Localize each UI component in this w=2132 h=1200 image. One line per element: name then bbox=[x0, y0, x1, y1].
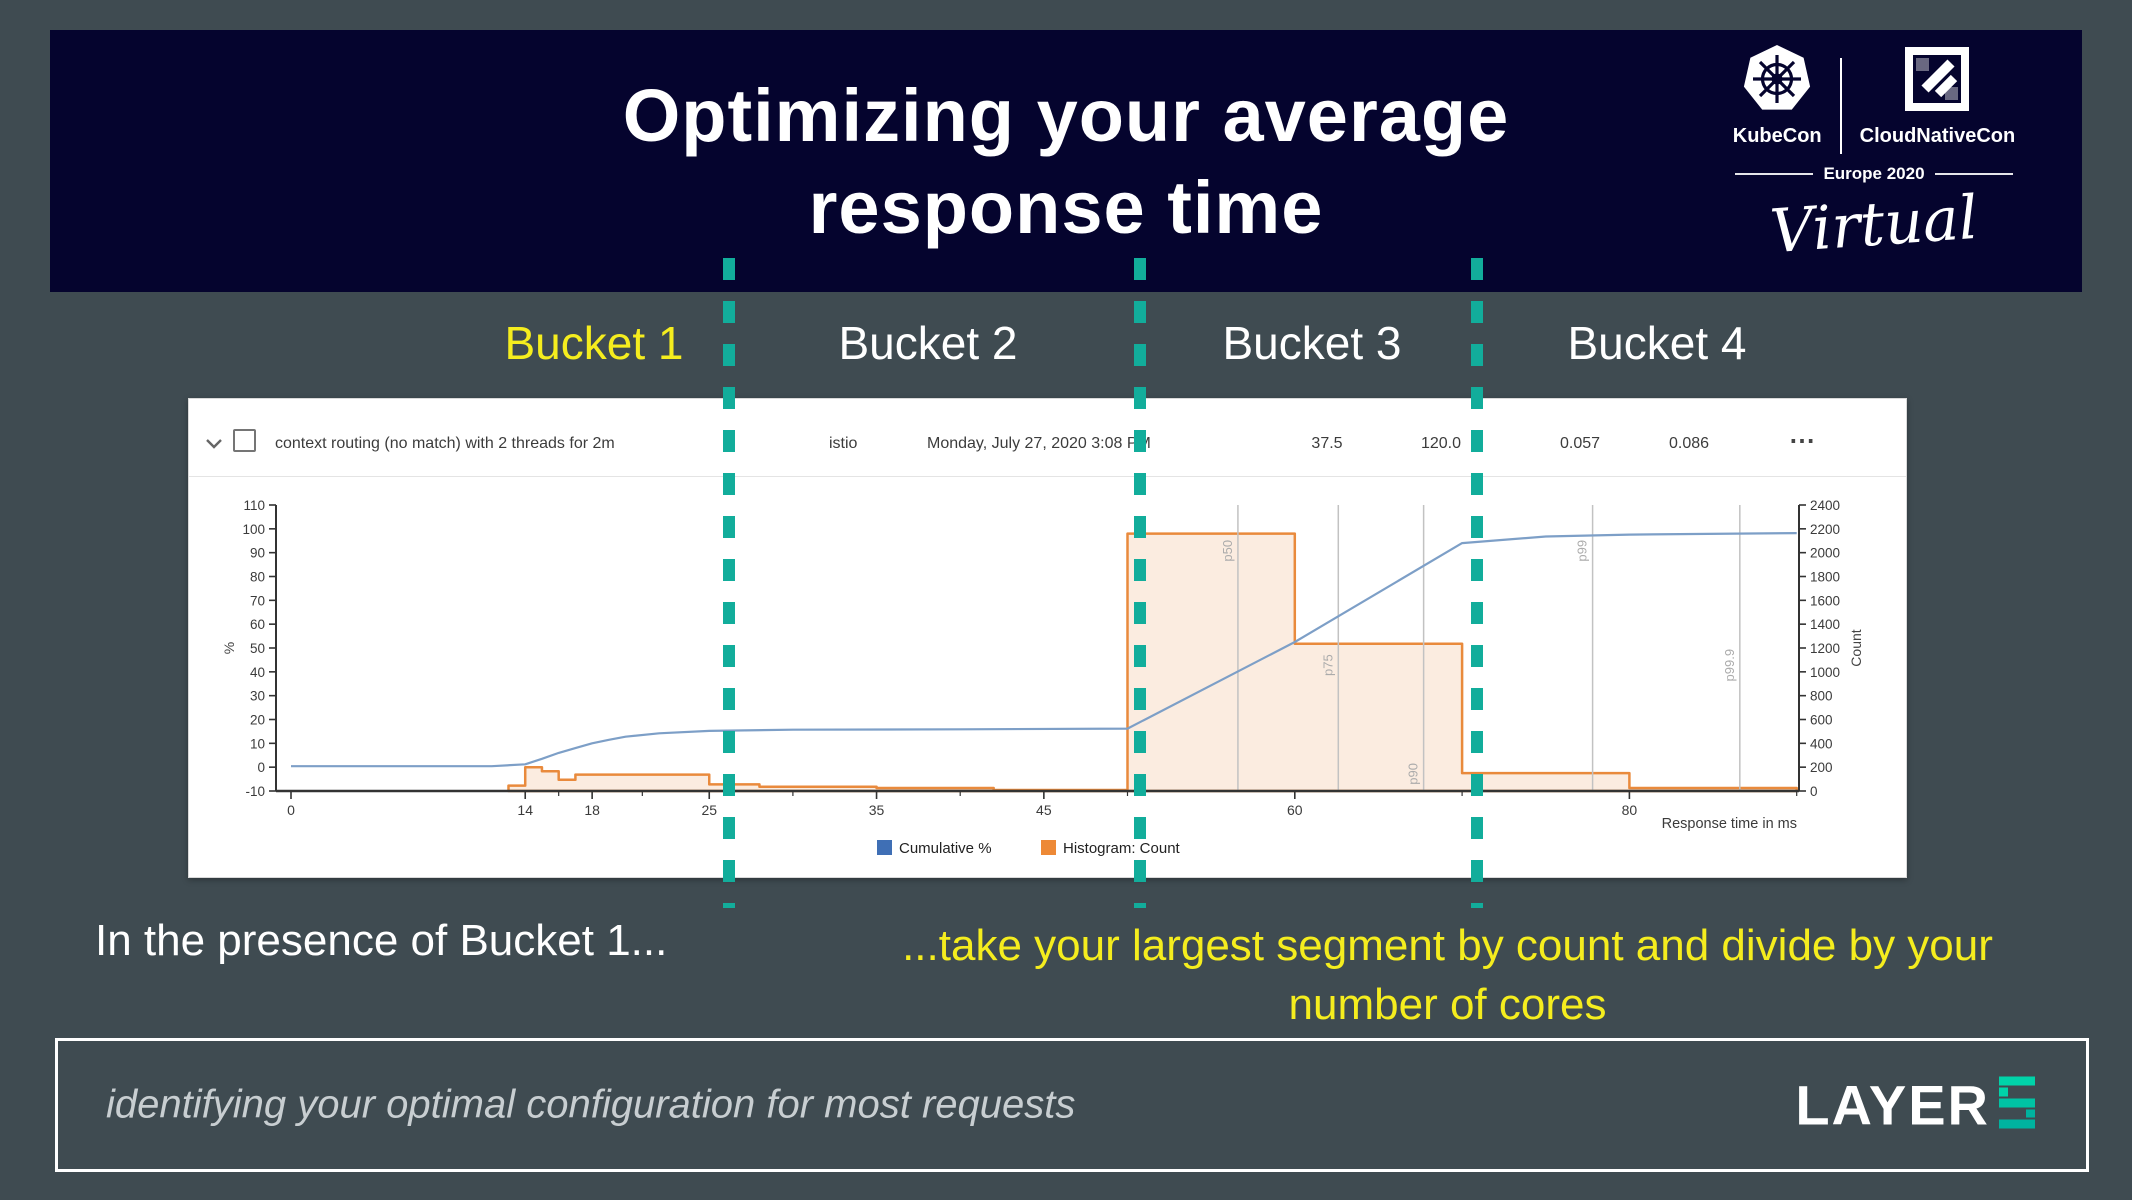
svg-text:p75: p75 bbox=[1320, 654, 1335, 676]
mesh-name: istio bbox=[829, 435, 858, 452]
svg-text:100: 100 bbox=[242, 522, 265, 537]
svg-text:%: % bbox=[221, 642, 237, 654]
svg-text:Count: Count bbox=[1848, 629, 1864, 666]
bucket-label-2: Bucket 2 bbox=[838, 317, 1018, 369]
svg-text:Response time in ms: Response time in ms bbox=[1662, 816, 1797, 832]
stat-qps: 37.5 bbox=[1311, 435, 1343, 452]
svg-text:200: 200 bbox=[1810, 760, 1833, 775]
svg-text:10: 10 bbox=[250, 736, 265, 751]
svg-text:80: 80 bbox=[1622, 802, 1638, 818]
latency-histogram-chart: p50 p75 p90 p99 p99.9 -10 0 10 20 30 40 50 60 70 80 90 1… bbox=[221, 498, 1864, 857]
bucket-separator-1 bbox=[723, 258, 735, 908]
stat-max-latency: 0.086 bbox=[1668, 435, 1710, 452]
svg-text:Histogram: Count: Histogram: Count bbox=[1063, 840, 1181, 857]
footer-bar: identifying your optimal configuration f… bbox=[55, 1038, 2089, 1172]
svg-text:80: 80 bbox=[250, 570, 265, 585]
kubecon-logo: KubeCon bbox=[1733, 44, 1822, 148]
svg-text:45: 45 bbox=[1036, 802, 1052, 818]
bucket-label-4: Bucket 4 bbox=[1567, 317, 1747, 369]
svg-text:1400: 1400 bbox=[1810, 617, 1840, 632]
edition-label: Europe 2020 bbox=[1823, 164, 1925, 183]
svg-text:p99.9: p99.9 bbox=[1722, 649, 1737, 682]
slide-title: Optimizing your average response time bbox=[50, 70, 2082, 254]
kubernetes-helm-icon bbox=[1742, 44, 1812, 119]
logo-divider bbox=[1839, 58, 1842, 154]
svg-text:30: 30 bbox=[250, 689, 265, 704]
svg-text:p50: p50 bbox=[1220, 540, 1235, 562]
svg-text:35: 35 bbox=[869, 802, 885, 818]
cloudnativecon-logo: CloudNativeCon bbox=[1859, 44, 2016, 148]
bucket-separator-3 bbox=[1471, 258, 1483, 908]
svg-text:14: 14 bbox=[517, 802, 533, 818]
svg-text:p99: p99 bbox=[1575, 540, 1590, 562]
chart-panel-header: context routing (no match) with 2 thread… bbox=[189, 399, 1906, 477]
layer5-wordmark: LAYER bbox=[1795, 1073, 1990, 1137]
svg-text:40: 40 bbox=[250, 665, 265, 680]
cloudnativecon-label: CloudNativeCon bbox=[1859, 125, 2016, 147]
svg-text:0: 0 bbox=[1810, 784, 1818, 799]
svg-text:0: 0 bbox=[287, 802, 295, 818]
header-band: Optimizing your average response time bbox=[50, 30, 2082, 292]
stat-min-latency: 0.057 bbox=[1559, 435, 1601, 452]
svg-text:1800: 1800 bbox=[1810, 570, 1840, 585]
stat-duration: 120.0 bbox=[1420, 435, 1462, 452]
edition-rule-left bbox=[1735, 173, 1814, 175]
svg-text:p90: p90 bbox=[1406, 763, 1421, 785]
slide-title-line1: Optimizing your average bbox=[622, 74, 1510, 157]
caption-largest-segment: ...take your largest segment by count an… bbox=[800, 916, 2095, 1034]
svg-text:90: 90 bbox=[250, 546, 265, 561]
svg-text:50: 50 bbox=[250, 641, 265, 656]
svg-text:20: 20 bbox=[250, 713, 265, 728]
svg-text:-10: -10 bbox=[245, 784, 265, 799]
svg-text:2000: 2000 bbox=[1810, 546, 1840, 561]
chart-panel: context routing (no match) with 2 thread… bbox=[188, 398, 1907, 878]
svg-text:60: 60 bbox=[250, 617, 265, 632]
more-options-icon[interactable]: ⋯ bbox=[1789, 425, 1815, 455]
virtual-script-label: Virtual bbox=[1767, 182, 1981, 268]
svg-text:2200: 2200 bbox=[1810, 522, 1840, 537]
svg-text:1600: 1600 bbox=[1810, 593, 1840, 608]
event-edition: Europe 2020 bbox=[1724, 164, 2024, 184]
caption-bucket1: In the presence of Bucket 1... bbox=[95, 916, 668, 965]
layer5-logo: LAYER bbox=[1795, 1073, 2038, 1138]
svg-text:70: 70 bbox=[250, 593, 265, 608]
event-logos: KubeCon CloudNativeCon bbox=[1724, 44, 2024, 267]
row-checkbox[interactable] bbox=[233, 429, 256, 452]
result-title: context routing (no match) with 2 thread… bbox=[275, 435, 615, 452]
svg-text:800: 800 bbox=[1810, 689, 1833, 704]
svg-text:1000: 1000 bbox=[1810, 665, 1840, 680]
svg-text:2400: 2400 bbox=[1810, 498, 1840, 513]
edition-rule-right bbox=[1934, 173, 2013, 175]
footer-tagline: identifying your optimal configuration f… bbox=[106, 1082, 1076, 1127]
layer5-five-icon bbox=[1996, 1076, 2038, 1134]
svg-text:400: 400 bbox=[1810, 736, 1833, 751]
caption-largest-segment-line1: ...take your largest segment by count an… bbox=[902, 921, 1993, 970]
caption-largest-segment-line2: number of cores bbox=[1288, 980, 1607, 1029]
bucket-label-3: Bucket 3 bbox=[1222, 317, 1402, 369]
svg-text:600: 600 bbox=[1810, 713, 1833, 728]
svg-text:0: 0 bbox=[257, 760, 265, 775]
bucket-separator-2 bbox=[1134, 258, 1146, 908]
cloudnativecon-icon bbox=[1902, 44, 1972, 119]
svg-text:18: 18 bbox=[584, 802, 600, 818]
slide-title-line2: response time bbox=[808, 166, 1324, 249]
bucket-label-1: Bucket 1 bbox=[504, 317, 684, 369]
svg-text:110: 110 bbox=[243, 498, 265, 513]
chevron-down-icon[interactable] bbox=[205, 437, 223, 455]
svg-text:60: 60 bbox=[1287, 802, 1303, 818]
svg-text:25: 25 bbox=[701, 802, 717, 818]
svg-text:1200: 1200 bbox=[1810, 641, 1840, 656]
result-timestamp: Monday, July 27, 2020 3:08 PM bbox=[927, 435, 1151, 452]
svg-text:Cumulative %: Cumulative % bbox=[899, 840, 992, 857]
kubecon-label: KubeCon bbox=[1732, 125, 1822, 147]
